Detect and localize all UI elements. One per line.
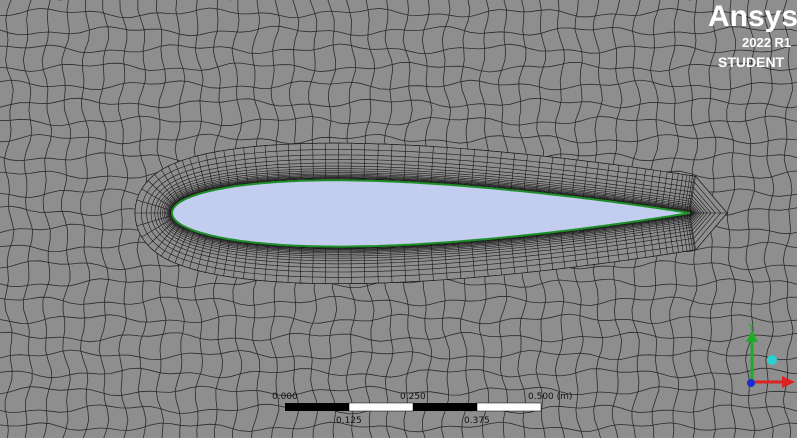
scale-label: 0.250 bbox=[400, 392, 426, 402]
viewport: Ansys 2022 R1 STUDENT 0.000 0.250 0.500 … bbox=[0, 0, 797, 438]
scale-label: 0.125 bbox=[336, 416, 362, 426]
scale-label: 0.500 (m) bbox=[528, 392, 572, 402]
logo-brand: Ansys bbox=[708, 0, 797, 33]
scale-seg bbox=[285, 403, 349, 411]
z-axis bbox=[747, 379, 755, 387]
logo-edition: STUDENT bbox=[718, 54, 785, 70]
triad-label: Y bbox=[747, 322, 755, 333]
scale-seg bbox=[413, 403, 477, 411]
mesh-view: Ansys 2022 R1 STUDENT 0.000 0.250 0.500 … bbox=[0, 0, 797, 438]
triad-sphere bbox=[767, 355, 777, 365]
scale-label: 0.000 bbox=[272, 392, 298, 402]
scale-label: 0.375 bbox=[464, 416, 490, 426]
scale-seg bbox=[477, 403, 541, 411]
scale-seg bbox=[349, 403, 413, 411]
logo-version: 2022 R1 bbox=[742, 35, 791, 50]
